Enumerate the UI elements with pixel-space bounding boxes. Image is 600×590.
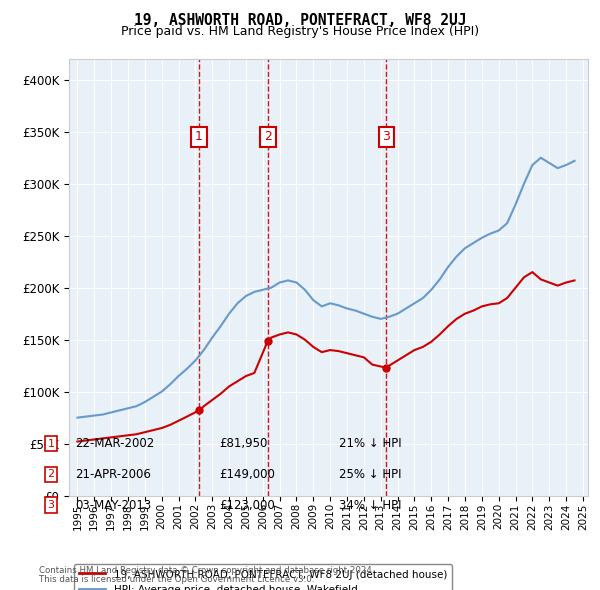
Text: £149,000: £149,000 [219, 468, 275, 481]
Text: 2: 2 [47, 470, 55, 479]
Text: £81,950: £81,950 [219, 437, 268, 450]
Text: 34% ↓ HPI: 34% ↓ HPI [339, 499, 401, 512]
Text: £123,000: £123,000 [219, 499, 275, 512]
Legend: 19, ASHWORTH ROAD, PONTEFRACT, WF8 2UJ (detached house), HPI: Average price, det: 19, ASHWORTH ROAD, PONTEFRACT, WF8 2UJ (… [74, 564, 452, 590]
Text: 19, ASHWORTH ROAD, PONTEFRACT, WF8 2UJ: 19, ASHWORTH ROAD, PONTEFRACT, WF8 2UJ [134, 13, 466, 28]
Text: Contains HM Land Registry data © Crown copyright and database right 2024.: Contains HM Land Registry data © Crown c… [39, 566, 374, 575]
Text: 21% ↓ HPI: 21% ↓ HPI [339, 437, 401, 450]
Text: 3: 3 [47, 500, 55, 510]
Text: 21-APR-2006: 21-APR-2006 [75, 468, 151, 481]
Text: 3: 3 [383, 130, 391, 143]
Text: This data is licensed under the Open Government Licence v3.0.: This data is licensed under the Open Gov… [39, 575, 314, 584]
Text: 1: 1 [195, 130, 203, 143]
Text: 25% ↓ HPI: 25% ↓ HPI [339, 468, 401, 481]
Text: 22-MAR-2002: 22-MAR-2002 [75, 437, 154, 450]
Text: Price paid vs. HM Land Registry's House Price Index (HPI): Price paid vs. HM Land Registry's House … [121, 25, 479, 38]
Text: 03-MAY-2013: 03-MAY-2013 [75, 499, 151, 512]
Text: 2: 2 [264, 130, 272, 143]
Text: 1: 1 [47, 439, 55, 448]
